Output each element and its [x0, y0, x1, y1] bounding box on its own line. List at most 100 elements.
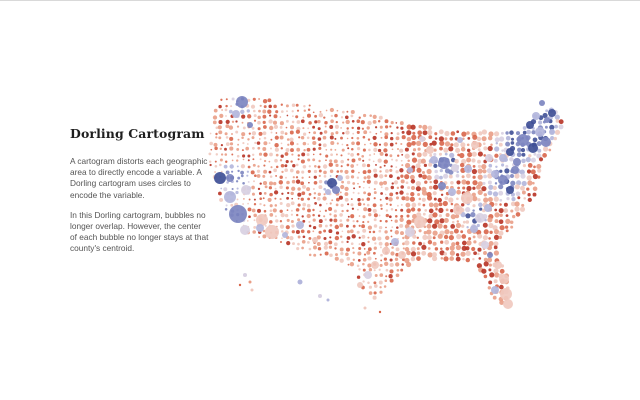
county-bubble-large — [481, 241, 489, 249]
county-bubble — [356, 119, 361, 124]
county-bubble — [215, 153, 219, 156]
county-bubble — [397, 148, 399, 150]
county-bubble — [501, 149, 504, 152]
county-bubble — [558, 124, 564, 130]
county-bubble — [349, 262, 355, 267]
county-bubble — [358, 157, 362, 161]
county-bubble — [351, 169, 355, 173]
county-bubble — [395, 196, 400, 200]
county-bubble — [427, 129, 433, 136]
county-bubble — [306, 136, 310, 140]
county-bubble — [253, 198, 256, 201]
county-bubble — [399, 121, 404, 126]
county-bubble — [285, 225, 290, 230]
county-bubble — [432, 241, 437, 246]
county-bubble — [281, 192, 284, 195]
county-bubble — [333, 242, 338, 247]
county-bubble — [224, 160, 228, 163]
county-bubble — [318, 179, 323, 184]
county-bubble — [449, 136, 454, 141]
county-bubble — [237, 176, 241, 180]
county-bubble — [366, 163, 371, 168]
county-bubble — [269, 213, 274, 217]
county-bubble — [251, 136, 255, 140]
county-bubble — [477, 151, 483, 157]
county-bubble — [434, 247, 439, 251]
county-bubble — [460, 142, 466, 148]
county-bubble — [460, 203, 465, 207]
county-bubble — [385, 219, 388, 223]
county-bubble — [317, 127, 321, 131]
county-bubble — [269, 192, 273, 197]
county-bubble — [554, 124, 558, 129]
county-bubble — [406, 192, 409, 196]
county-bubble — [400, 268, 404, 272]
county-bubble — [236, 147, 240, 151]
county-bubble — [318, 146, 322, 150]
county-bubble — [250, 104, 256, 109]
county-bubble — [538, 120, 543, 125]
county-bubble — [466, 240, 472, 246]
county-bubble — [509, 130, 514, 135]
county-bubble — [404, 147, 409, 152]
county-bubble — [395, 136, 400, 141]
county-bubble — [274, 197, 277, 200]
county-bubble — [448, 174, 453, 179]
county-bubble — [433, 148, 437, 152]
county-bubble — [494, 137, 500, 143]
county-bubble — [346, 163, 350, 167]
county-bubble — [347, 203, 350, 206]
county-bubble — [308, 193, 312, 196]
county-bubble — [241, 132, 246, 137]
county-bubble — [461, 131, 467, 137]
county-bubble — [525, 157, 531, 163]
county-bubble-large — [457, 137, 463, 143]
county-bubble-large — [491, 170, 499, 178]
county-bubble — [390, 208, 394, 211]
county-bubble — [330, 119, 334, 123]
county-bubble — [351, 141, 355, 146]
county-bubble — [280, 212, 285, 218]
detail-paragraph: In this Dorling cartogram, bubbles no lo… — [70, 209, 209, 254]
county-bubble — [417, 147, 421, 151]
county-bubble — [367, 138, 371, 141]
county-bubble — [405, 162, 411, 169]
county-bubble — [329, 159, 333, 163]
county-bubble — [319, 253, 322, 256]
county-bubble — [267, 98, 272, 103]
county-bubble — [410, 179, 416, 184]
county-bubble — [402, 247, 405, 250]
county-bubble — [224, 132, 228, 136]
county-bubble — [317, 137, 322, 141]
county-bubble — [465, 257, 470, 263]
county-bubble — [306, 113, 312, 118]
county-bubble — [252, 230, 256, 234]
county-bubble — [236, 125, 240, 128]
county-bubble — [240, 164, 246, 169]
county-bubble — [247, 207, 252, 212]
county-bubble — [369, 114, 372, 117]
county-bubble — [417, 130, 423, 136]
county-bubble — [289, 235, 294, 241]
county-bubble — [328, 229, 333, 234]
county-bubble — [377, 148, 382, 153]
county-bubble — [308, 121, 312, 125]
county-bubble — [384, 279, 388, 283]
county-bubble-large — [214, 172, 226, 184]
county-bubble — [333, 209, 337, 213]
county-bubble — [495, 165, 498, 169]
county-bubble — [358, 171, 360, 174]
county-bubble — [363, 176, 367, 180]
county-bubble — [456, 220, 460, 223]
county-bubble — [319, 210, 322, 213]
county-bubble — [493, 234, 500, 240]
county-bubble — [369, 131, 372, 134]
county-bubble — [323, 215, 326, 218]
county-bubble — [324, 218, 327, 221]
county-bubble — [258, 131, 263, 136]
county-bubble — [242, 158, 245, 161]
county-bubble — [373, 147, 378, 153]
county-bubble — [357, 182, 359, 185]
county-bubble — [272, 120, 278, 125]
county-bubble — [297, 203, 301, 207]
